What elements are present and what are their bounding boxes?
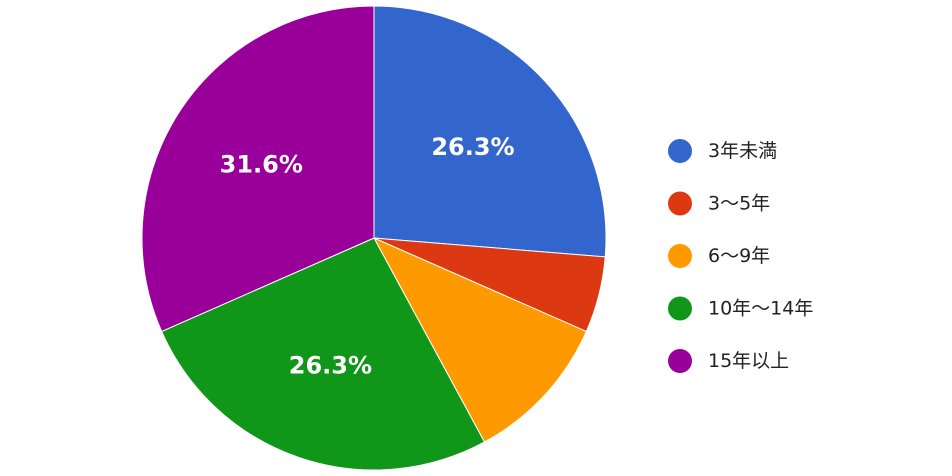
legend-swatch bbox=[668, 191, 692, 216]
legend-item: 10年〜14年 bbox=[668, 296, 813, 321]
legend-item: 3年未満 bbox=[668, 139, 777, 163]
legend-swatch bbox=[668, 139, 692, 163]
slice-data-label: 26.3% bbox=[431, 133, 514, 161]
legend-item: 6〜9年 bbox=[668, 244, 770, 268]
pie-slice bbox=[141, 5, 375, 333]
legend-label: 3年未満 bbox=[708, 140, 777, 162]
slice-data-label: 31.6% bbox=[220, 150, 303, 178]
legend-item: 15年以上 bbox=[668, 349, 789, 373]
legend: 3年未満 3〜5年 6〜9年 10年〜14年 15年以上 bbox=[668, 139, 813, 373]
legend-swatch bbox=[668, 349, 692, 373]
pie-slice-labels: 26.3% 26.3% 31.6% bbox=[220, 133, 515, 379]
pie-slice bbox=[373, 5, 607, 258]
legend-swatch bbox=[668, 296, 692, 321]
pie-slice bbox=[372, 236, 587, 443]
legend-label: 3〜5年 bbox=[708, 193, 770, 215]
pie-slices bbox=[141, 5, 607, 471]
legend-swatch bbox=[668, 244, 692, 268]
slice-data-label: 26.3% bbox=[289, 351, 372, 379]
legend-label: 15年以上 bbox=[708, 350, 789, 372]
legend-item: 3〜5年 bbox=[668, 191, 770, 216]
legend-label: 6〜9年 bbox=[708, 245, 770, 267]
legend-label: 10年〜14年 bbox=[708, 298, 813, 320]
